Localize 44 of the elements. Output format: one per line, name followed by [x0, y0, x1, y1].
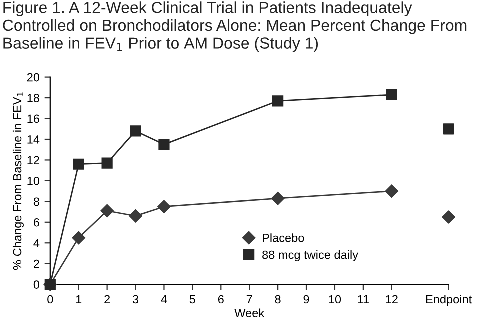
y-tick-label: 16 — [28, 114, 40, 124]
point — [102, 158, 113, 169]
point — [100, 204, 114, 218]
x-tick-label: 1 — [76, 295, 82, 304]
legend-label: 88 mcg twice daily — [262, 250, 358, 262]
x-tick-label: 6 — [218, 295, 224, 304]
x-tick-label: 3 — [132, 295, 139, 304]
y-tick-label: 6 — [34, 218, 40, 227]
x-tick-label: 4 — [161, 295, 168, 304]
point — [443, 124, 454, 135]
point — [158, 139, 170, 150]
y-tick-label: 12 — [28, 156, 40, 164]
point — [129, 210, 142, 223]
point — [72, 231, 86, 245]
x-tick-label: 8 — [275, 295, 281, 304]
x-tick-label: 12 — [386, 295, 398, 304]
point — [442, 210, 456, 224]
x-tick-label: 0 — [48, 295, 54, 304]
x-tick-label: 11 — [358, 295, 369, 304]
point — [271, 192, 285, 206]
y-tick-label: 8 — [34, 198, 40, 206]
x-axis-title: Week — [234, 308, 265, 318]
point — [158, 200, 171, 214]
x-tick-label: 10 — [329, 295, 342, 304]
point — [386, 89, 398, 100]
legend-label: Placebo — [263, 234, 304, 242]
y-axis-title: % Change From Baseline in FEV$_{1}$ — [12, 92, 24, 270]
point — [73, 158, 84, 170]
x-tick-label: 9 — [304, 295, 310, 304]
y-tick-label: 10 — [28, 176, 40, 186]
x-tick-label: 7 — [246, 295, 252, 304]
x-tick-label: 2 — [104, 295, 110, 304]
y-tick-label: 20 — [27, 73, 40, 82]
y-tick-label: 0 — [34, 280, 40, 289]
y-tick-label: 14 — [28, 136, 40, 144]
point — [385, 184, 398, 198]
y-tick-label: 18 — [28, 94, 40, 102]
y-tick-label: 4 — [34, 239, 40, 248]
point — [130, 126, 142, 137]
y-tick-label: 2 — [34, 260, 40, 268]
x-tick-label: 5 — [190, 295, 196, 304]
point — [272, 96, 284, 107]
chart-title: Figure 1. A 12-Week Clinical Trial in Patients Inadequately Controlled on Bronchodilators Alone: Mean Percent Change From Baseline in FEV$_{1}$ Prior to AM Dose (Study 1) — [3, 2, 467, 52]
x-tick-label: Endpoint — [426, 295, 472, 306]
